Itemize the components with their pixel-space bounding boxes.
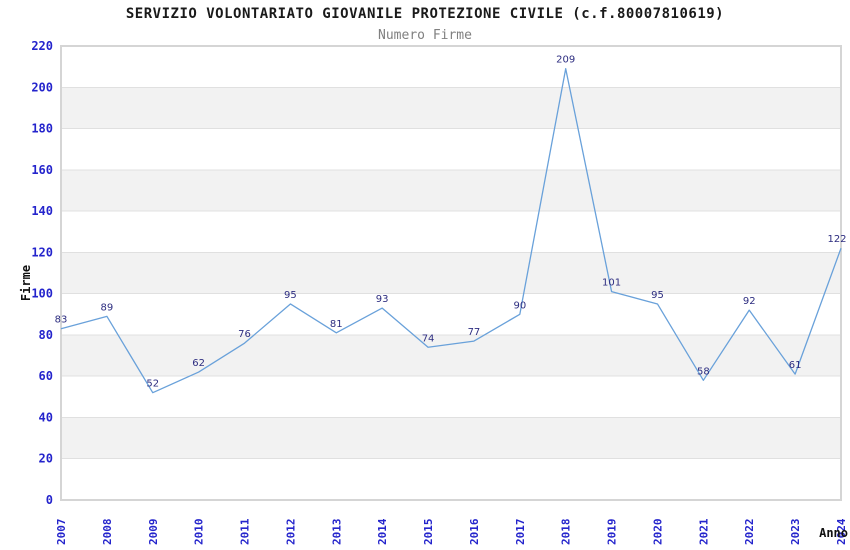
x-tick-label: 2022 bbox=[743, 519, 756, 546]
data-point-label: 74 bbox=[422, 333, 435, 344]
y-tick-label: 160 bbox=[31, 163, 53, 177]
x-tick-label: 2013 bbox=[330, 519, 343, 546]
x-tick-label: 2014 bbox=[376, 518, 389, 545]
data-point-label: 95 bbox=[284, 290, 297, 301]
chart-title: SERVIZIO VOLONTARIATO GIOVANILE PROTEZIO… bbox=[125, 6, 725, 22]
chart-subtitle: Numero Firme bbox=[378, 28, 472, 43]
y-tick-label: 200 bbox=[31, 80, 53, 94]
y-tick-label: 20 bbox=[39, 452, 53, 466]
x-tick-label: 2024 bbox=[835, 518, 848, 545]
data-point-label: 76 bbox=[238, 329, 251, 340]
data-point-label: 52 bbox=[146, 379, 159, 390]
x-tick-label: 2008 bbox=[101, 519, 114, 546]
x-tick-label: 2012 bbox=[284, 519, 297, 546]
y-tick-label: 180 bbox=[31, 122, 53, 136]
band-shade bbox=[61, 252, 841, 294]
plot-border bbox=[60, 45, 842, 501]
band-shade bbox=[61, 417, 841, 459]
data-point-label: 122 bbox=[827, 234, 846, 245]
band-shade bbox=[61, 169, 841, 212]
data-point-label: 92 bbox=[743, 296, 756, 307]
data-point-label: 209 bbox=[556, 55, 575, 66]
y-tick-label: 60 bbox=[39, 369, 53, 383]
x-tick-label: 2009 bbox=[147, 519, 160, 546]
x-tick-label: 2007 bbox=[55, 519, 68, 546]
data-point-label: 81 bbox=[330, 319, 343, 330]
data-point-label: 83 bbox=[55, 315, 68, 326]
data-point-label: 58 bbox=[697, 366, 710, 377]
x-axis-title: Anno bbox=[819, 526, 848, 540]
x-tick-label: 2023 bbox=[789, 519, 802, 546]
y-tick-label: 40 bbox=[39, 410, 53, 424]
data-line bbox=[60, 68, 842, 394]
x-tick-label: 2021 bbox=[697, 518, 710, 545]
x-tick-label: 2010 bbox=[193, 519, 206, 546]
data-point-label: 93 bbox=[376, 294, 389, 305]
data-point-label: 89 bbox=[101, 302, 114, 313]
y-tick-label: 80 bbox=[39, 328, 53, 342]
x-tick-label: 2018 bbox=[560, 519, 573, 546]
data-point-label: 77 bbox=[468, 327, 481, 338]
x-tick-label: 2020 bbox=[651, 519, 664, 546]
data-point-label: 90 bbox=[513, 300, 526, 311]
x-tick-label: 2015 bbox=[422, 519, 435, 546]
y-tick-label: 140 bbox=[31, 204, 53, 218]
data-point-label: 61 bbox=[789, 360, 802, 371]
band-shade bbox=[61, 334, 841, 377]
data-point-label: 62 bbox=[192, 358, 205, 369]
y-axis-title: Firme bbox=[19, 264, 33, 302]
x-tick-label: 2019 bbox=[606, 519, 619, 546]
x-tick-label: 2017 bbox=[514, 519, 527, 546]
band-shade bbox=[61, 87, 841, 129]
x-tick-label: 2011 bbox=[239, 518, 252, 545]
data-point-label: 101 bbox=[602, 278, 621, 289]
y-tick-label: 100 bbox=[31, 287, 53, 301]
x-tick-label: 2016 bbox=[468, 518, 481, 545]
y-tick-label: 120 bbox=[31, 245, 53, 259]
y-tick-label: 0 bbox=[46, 493, 53, 507]
data-point-label: 95 bbox=[651, 290, 664, 301]
y-tick-label: 220 bbox=[31, 39, 53, 53]
